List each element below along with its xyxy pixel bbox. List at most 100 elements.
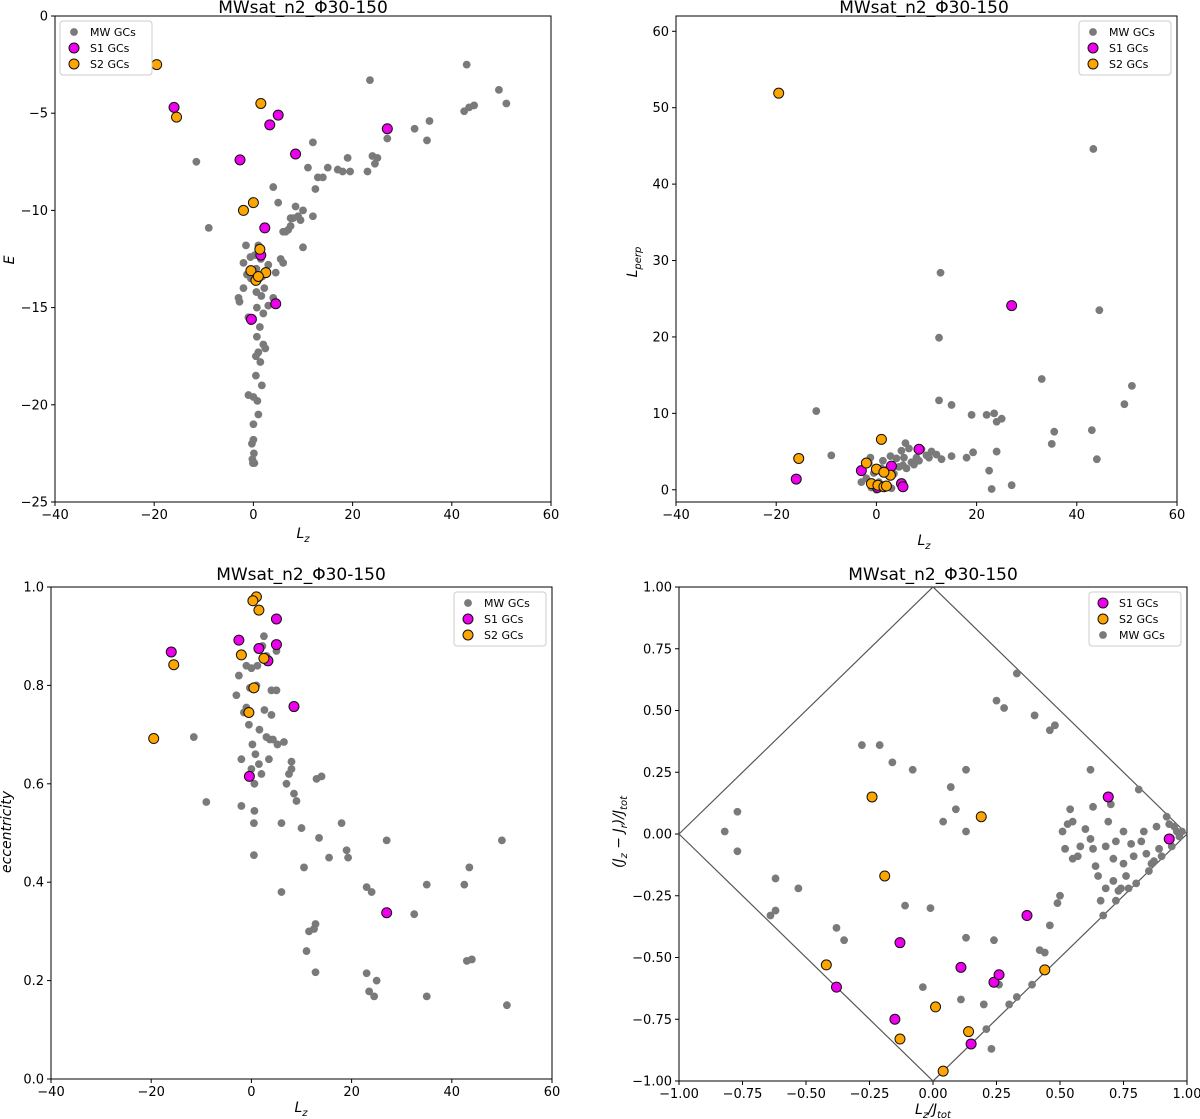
s2-gc-point (258, 652, 270, 664)
x-tick-label: −20 (140, 508, 167, 523)
mw-gc-point (498, 836, 506, 845)
mw-gc-point (252, 303, 261, 312)
x-axis-label: Lz/Jtot (915, 1102, 952, 1119)
mw-gc-point (273, 740, 282, 749)
mw-gc-point (252, 332, 261, 341)
mw-gc-point (290, 789, 298, 798)
mw-gc-point (342, 846, 351, 855)
y-tick-label: 0.4 (23, 876, 44, 891)
mw-gc-point (936, 268, 945, 277)
mw-gc-point (239, 258, 248, 267)
legend-label: S1 GCs (1109, 42, 1149, 55)
mw-gc-point (280, 738, 288, 746)
mw-gc-point (255, 725, 264, 734)
mw-gc-point (1111, 837, 1120, 846)
s1-gc-point (993, 969, 1005, 981)
s2-gc-point (245, 265, 257, 277)
s1-gc-point (894, 937, 906, 949)
s1-gc-point (889, 1013, 901, 1025)
mw-gc-point (260, 706, 269, 714)
mw-gc-point (344, 853, 352, 862)
mw-gc-point (363, 167, 372, 176)
y-tick-label: −15 (21, 301, 48, 316)
s1-gc-point (270, 613, 282, 625)
s2-gc-point (247, 595, 259, 607)
mw-gc-point (367, 888, 376, 896)
mw-gc-point (918, 983, 927, 992)
s2-gc-point (255, 97, 267, 109)
s2-gc-point (254, 243, 266, 255)
mw-gc-point (257, 381, 266, 390)
mw-gc-point (317, 772, 326, 781)
s1-gc-point (988, 976, 1000, 988)
mw-gc-point (371, 159, 379, 168)
mw-gc-point (343, 154, 352, 162)
y-tick-label: −20 (21, 398, 48, 413)
s2-gc-point (793, 452, 805, 464)
panel-eccentricity-vs-lz: MWsat_n2_Φ30-150 −40 −20 0 20 40 60 0.0 0.2 0.4 0… (0, 565, 560, 1119)
x-tick-label: −0.75 (723, 1087, 763, 1102)
mw-gc-point (250, 806, 259, 815)
s2-gc-point (151, 59, 163, 71)
x-tick-label: 20 (968, 508, 985, 523)
s1-gc-point (270, 298, 282, 310)
mw-gc-point (987, 1044, 996, 1053)
mw-gc-point (951, 805, 960, 814)
mw-gc-point (1152, 822, 1161, 831)
mw-gc-point (1089, 844, 1097, 853)
action-diamond-outline (678, 586, 1188, 1082)
x-tick-label: 0.50 (1046, 1087, 1075, 1102)
mw-gc-point (1000, 704, 1009, 712)
mw-gc-point (271, 268, 280, 277)
data-points (720, 669, 1186, 1077)
s1-gc-point (253, 643, 265, 654)
s2-gc-point (168, 659, 180, 671)
y-axis-label: Lperp (625, 247, 644, 278)
mw-gc-point (250, 851, 258, 860)
mw-gc-point (251, 750, 260, 759)
y-axis-label: (Jz − Jr)/Jtot (611, 795, 630, 868)
mw-gc-point (1129, 852, 1138, 861)
s1-gc-point (1006, 300, 1018, 312)
mw-gc-point (1091, 862, 1100, 871)
mw-gc-point (309, 212, 317, 221)
panel-title: MWsat_n2_Φ30-150 (218, 0, 388, 18)
mw-gc-point (1127, 839, 1136, 848)
y-tick-label: 1.0 (23, 581, 44, 596)
mw-gc-point (264, 260, 273, 269)
y-tick-label: 0 (661, 483, 669, 498)
s2-gc-point (247, 197, 259, 209)
mw-gc-point (1101, 842, 1110, 851)
legend-marker-mw (1099, 631, 1107, 639)
mw-gc-point (239, 284, 248, 293)
s2-gc-point (860, 457, 872, 469)
x-tick-label: −40 (662, 508, 689, 523)
mw-gc-point (925, 453, 933, 462)
mw-gc-point (338, 167, 347, 176)
s1-gc-point (233, 634, 245, 646)
data-points (148, 591, 511, 1010)
mw-gc-point (1030, 711, 1039, 720)
y-tick-label: 10 (652, 407, 669, 422)
legend-label: S2 GCs (484, 629, 524, 642)
s2-gc-point (879, 870, 891, 882)
mw-gc-point (277, 888, 286, 896)
s1-gc-point (288, 701, 300, 713)
mw-gc-point (249, 435, 258, 444)
y-tick-label: 0.8 (23, 679, 44, 694)
mw-gc-point (249, 420, 258, 429)
y-tick-label: 0 (40, 10, 48, 25)
s2-gc-point (975, 811, 987, 823)
s2-gc-point (235, 649, 247, 661)
s1-gc-point (1021, 910, 1033, 922)
s1-gc-point (855, 465, 867, 477)
mw-gc-point (300, 863, 308, 872)
x-tick-label: 40 (1069, 508, 1086, 523)
y-tick-label: 30 (652, 254, 669, 269)
x-axis-label: Lz (296, 526, 310, 545)
mw-gc-point (1047, 440, 1056, 448)
legend-marker-s2 (1087, 58, 1099, 70)
data-points (773, 87, 1136, 494)
mw-gc-point (1122, 872, 1130, 880)
mw-gc-point (410, 910, 419, 919)
